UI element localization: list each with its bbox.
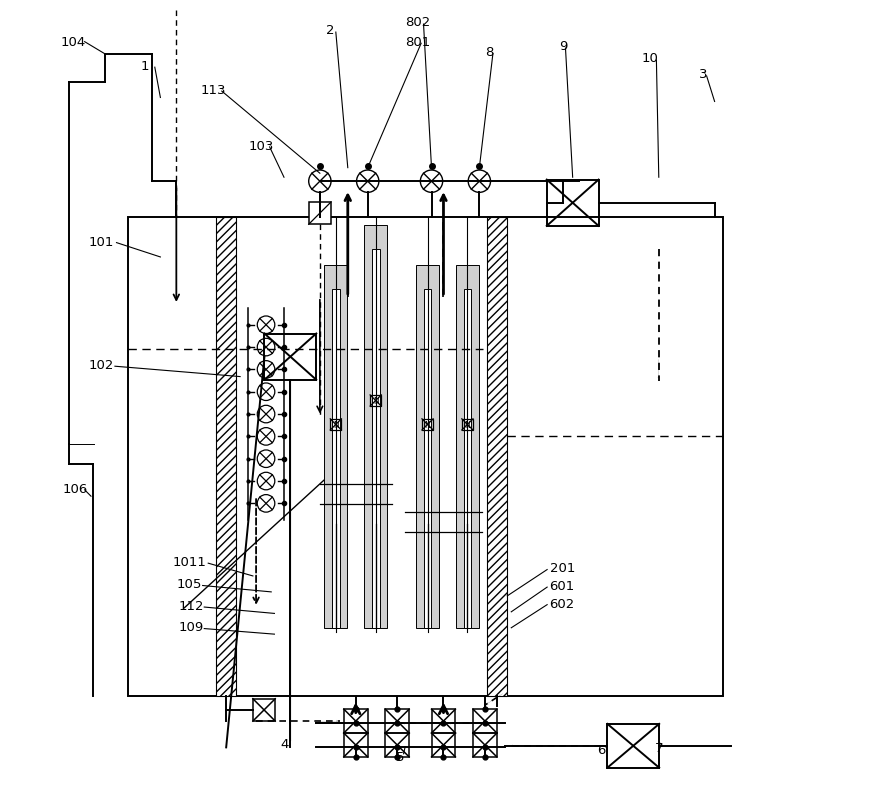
Bar	[473, 709, 496, 733]
Text: N: N	[425, 420, 430, 429]
Text: N: N	[373, 396, 379, 406]
Text: 3: 3	[699, 68, 707, 81]
Bar	[385, 733, 409, 757]
Text: 101: 101	[89, 235, 114, 248]
Text: 602: 602	[550, 597, 575, 610]
Bar	[416, 265, 439, 628]
Text: 1: 1	[140, 60, 149, 73]
Bar	[129, 218, 723, 695]
Bar	[473, 733, 496, 757]
Bar	[344, 733, 368, 757]
Text: 9: 9	[559, 40, 568, 53]
Bar	[385, 709, 409, 733]
Bar	[607, 724, 659, 768]
Bar	[456, 265, 479, 628]
Text: 10: 10	[641, 52, 658, 65]
Text: 103: 103	[248, 140, 273, 152]
Text: 601: 601	[550, 579, 575, 592]
Bar	[344, 709, 368, 733]
Bar	[370, 395, 381, 407]
Text: 104: 104	[61, 36, 86, 49]
Bar	[463, 290, 471, 628]
Bar	[488, 218, 507, 695]
Bar	[265, 334, 316, 380]
Text: 4: 4	[280, 737, 288, 750]
Text: 102: 102	[89, 358, 114, 371]
Bar	[253, 699, 275, 721]
Text: 105: 105	[176, 577, 202, 591]
Bar	[423, 290, 431, 628]
Text: 106: 106	[63, 482, 88, 495]
Bar	[547, 180, 598, 227]
Bar	[216, 218, 236, 695]
Bar	[330, 419, 341, 431]
Text: 801: 801	[405, 36, 430, 49]
Text: 6: 6	[598, 743, 605, 756]
Text: 7: 7	[655, 741, 664, 754]
Text: 113: 113	[200, 84, 226, 97]
Text: 1011: 1011	[172, 556, 206, 569]
Text: N: N	[333, 420, 339, 429]
Bar	[422, 419, 433, 431]
Text: 802: 802	[405, 16, 430, 29]
Text: 2: 2	[327, 24, 334, 37]
Text: 5: 5	[395, 751, 404, 764]
Bar	[364, 226, 388, 628]
Bar	[308, 203, 331, 225]
Text: 201: 201	[550, 561, 575, 575]
Bar	[462, 419, 473, 431]
Bar	[324, 265, 348, 628]
Bar	[431, 733, 456, 757]
Text: 8: 8	[485, 46, 493, 59]
Bar	[431, 709, 456, 733]
Text: 109: 109	[179, 621, 204, 634]
Text: N: N	[464, 420, 470, 429]
Text: 112: 112	[179, 599, 204, 612]
Bar	[372, 249, 380, 628]
Bar	[332, 290, 340, 628]
